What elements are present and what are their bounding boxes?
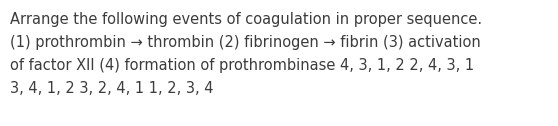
Text: 3, 4, 1, 2 3, 2, 4, 1 1, 2, 3, 4: 3, 4, 1, 2 3, 2, 4, 1 1, 2, 3, 4 <box>10 81 214 96</box>
Text: of factor XII (4) formation of prothrombinase 4, 3, 1, 2 2, 4, 3, 1: of factor XII (4) formation of prothromb… <box>10 58 474 73</box>
Text: Arrange the following events of coagulation in proper sequence.: Arrange the following events of coagulat… <box>10 12 482 27</box>
Text: (1) prothrombin → thrombin (2) fibrinogen → fibrin (3) activation: (1) prothrombin → thrombin (2) fibrinoge… <box>10 35 481 50</box>
